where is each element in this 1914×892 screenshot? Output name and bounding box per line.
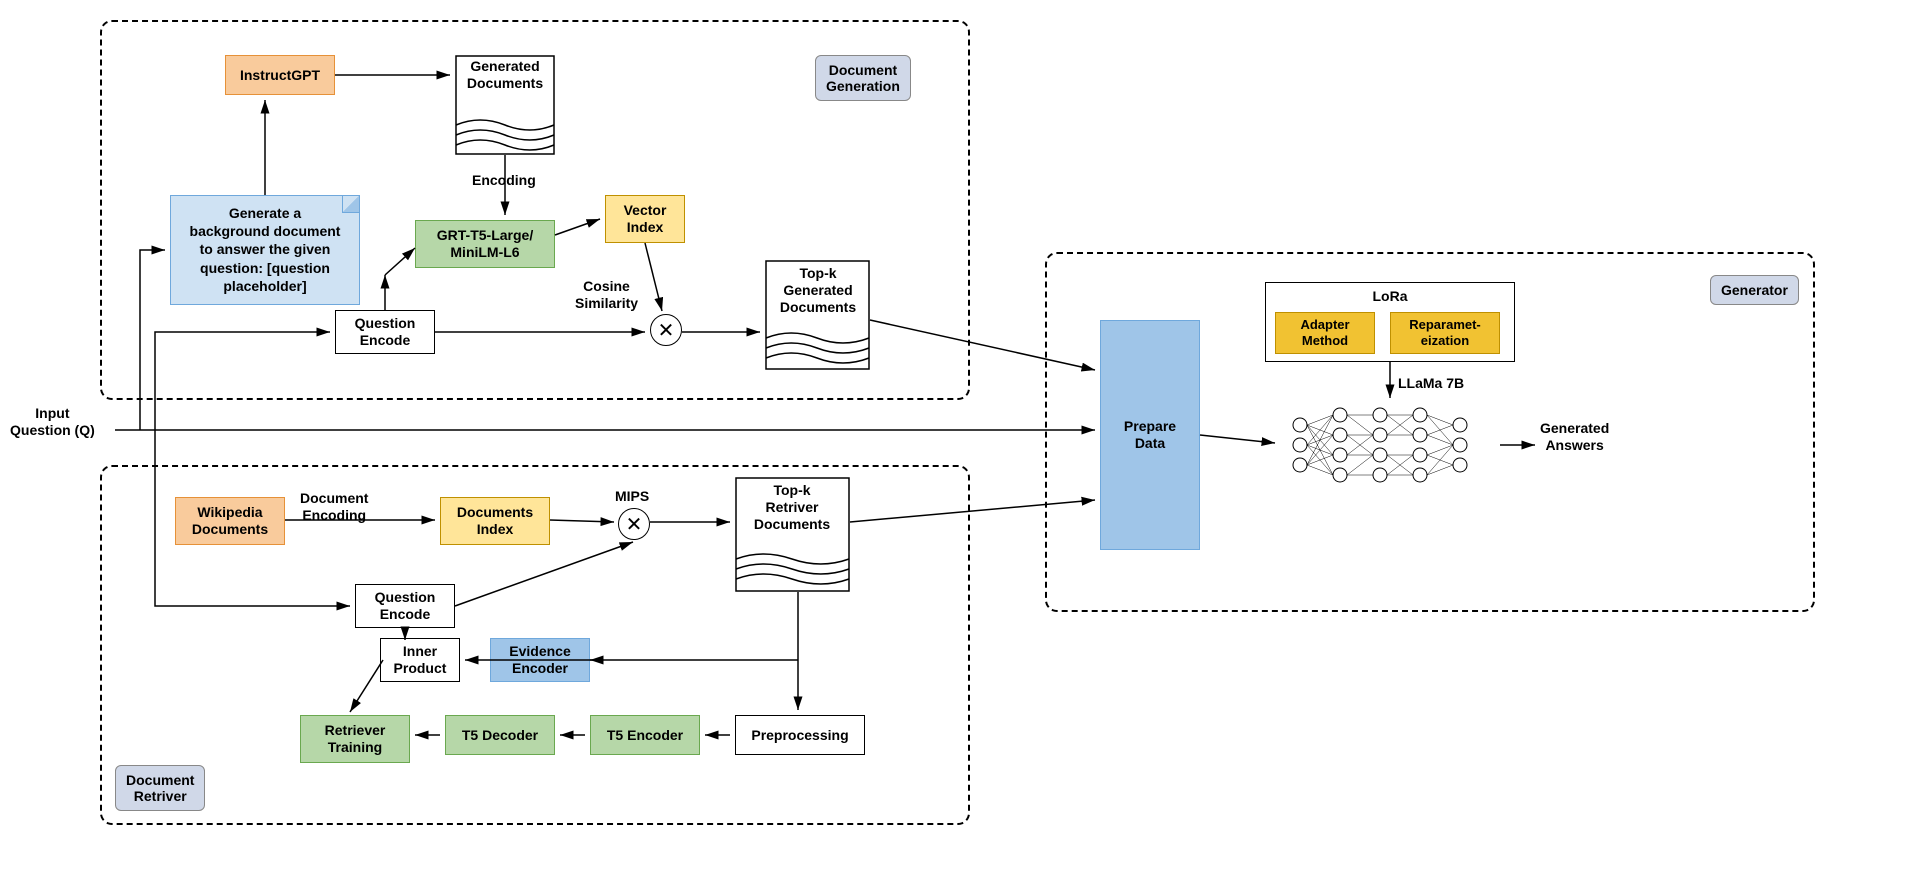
cosine-op-icon: ✕ — [650, 314, 682, 346]
doc-encoding-label: Document Encoding — [300, 490, 368, 524]
question-encode-2: Question Encode — [355, 584, 455, 628]
input-question-label: Input Question (Q) — [10, 405, 95, 439]
topk-retriever-label: Top-k Retriver Documents — [742, 482, 842, 532]
mips-op-icon: ✕ — [618, 508, 650, 540]
preprocessing-box: Preprocessing — [735, 715, 865, 755]
vector-index-box: Vector Index — [605, 195, 685, 243]
doc-generation-tag: Document Generation — [815, 55, 911, 101]
t5-decoder-box: T5 Decoder — [445, 715, 555, 755]
cosine-label: Cosine Similarity — [575, 278, 638, 312]
mips-label: MIPS — [615, 488, 649, 505]
prepare-data-box: Prepare Data — [1100, 320, 1200, 550]
neural-network-icon — [1280, 400, 1500, 490]
llama-label: LLaMa 7B — [1398, 375, 1464, 392]
generated-documents-label: Generated Documents — [460, 58, 550, 92]
topk-generated-label: Top-k Generated Documents — [772, 265, 864, 315]
evidence-encoder-box: Evidence Encoder — [490, 638, 590, 682]
instructgpt-box: InstructGPT — [225, 55, 335, 95]
question-encode-1: Question Encode — [335, 310, 435, 354]
doc-retriever-tag: Document Retriver — [115, 765, 205, 811]
encoding-label: Encoding — [472, 172, 536, 189]
generated-answers-label: Generated Answers — [1540, 420, 1609, 454]
prompt-note: Generate a background document to answer… — [170, 195, 360, 305]
wikipedia-box: Wikipedia Documents — [175, 497, 285, 545]
inner-product-box: Inner Product — [380, 638, 460, 682]
reparam-box: Reparamet- eization — [1390, 312, 1500, 354]
t5-encoder-box: T5 Encoder — [590, 715, 700, 755]
generator-tag: Generator — [1710, 275, 1799, 305]
adapter-method-box: Adapter Method — [1275, 312, 1375, 354]
documents-index-box: Documents Index — [440, 497, 550, 545]
encoder-model-box: GRT-T5-Large/ MiniLM-L6 — [415, 220, 555, 268]
retriever-training-box: Retriever Training — [300, 715, 410, 763]
lora-label: LoRa — [1373, 288, 1408, 305]
